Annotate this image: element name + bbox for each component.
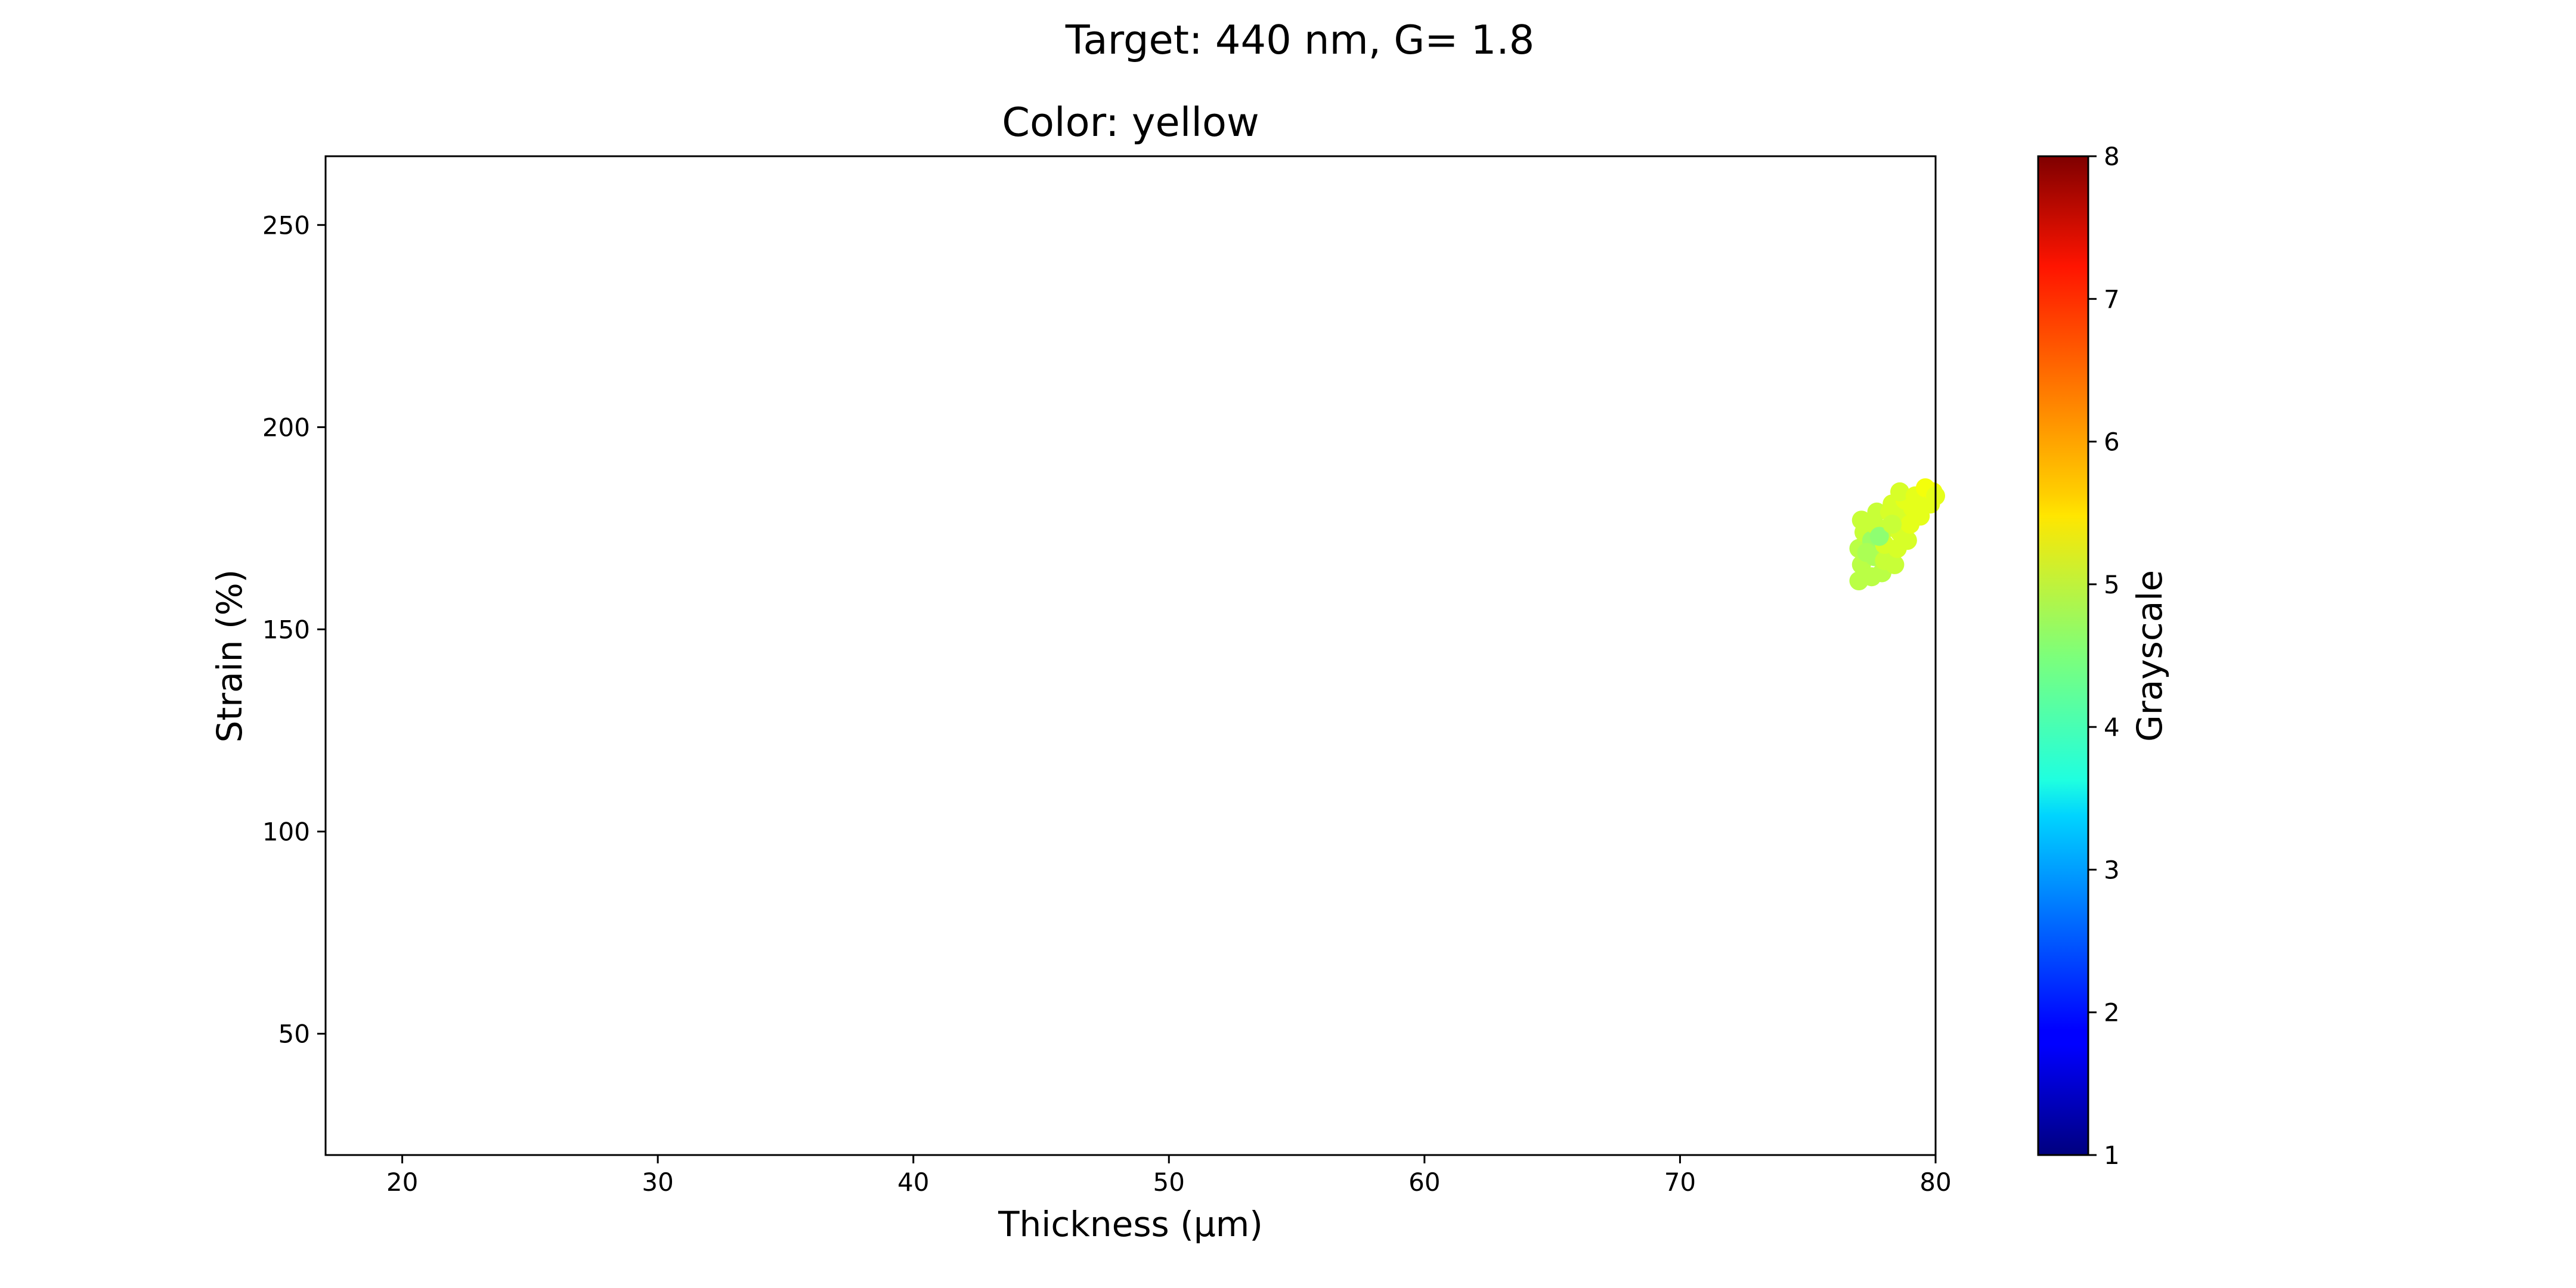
y-axis-label: Strain (%) — [209, 569, 250, 743]
x-tick-label: 70 — [1664, 1168, 1696, 1197]
colorbar-tick-label: 5 — [2104, 570, 2120, 599]
x-tick-label: 60 — [1408, 1168, 1440, 1197]
x-tick-label: 40 — [897, 1168, 929, 1197]
figure-suptitle: Target: 440 nm, G= 1.8 — [1065, 17, 1535, 63]
scatter-point — [1890, 482, 1909, 501]
y-tick-label: 50 — [278, 1020, 310, 1049]
colorbar-tick-label: 7 — [2104, 284, 2120, 314]
x-tick-label: 50 — [1153, 1168, 1185, 1197]
plot-frame — [324, 155, 1937, 1156]
axes-title: Color: yellow — [1002, 99, 1259, 145]
y-tick-label: 250 — [262, 210, 310, 240]
scatter-point — [1885, 555, 1905, 574]
scatter-point — [1897, 531, 1917, 550]
colorbar-ticks: 1 2 3 4 5 6 7 8 — [2088, 142, 2120, 1170]
plot-area — [326, 156, 1936, 1155]
x-tick-label: 20 — [386, 1168, 418, 1197]
x-axis-label: Thickness (μm) — [998, 1204, 1263, 1244]
colorbar-tick-label: 2 — [2104, 998, 2120, 1027]
colorbar-tick-label: 1 — [2104, 1141, 2120, 1170]
y-tick-label: 150 — [262, 615, 310, 644]
y-axis-ticks: 50 100 150 200 250 — [262, 210, 326, 1049]
x-tick-label: 30 — [642, 1168, 673, 1197]
colorbar-tick-label: 6 — [2104, 428, 2120, 457]
y-tick-label: 100 — [262, 817, 310, 846]
y-tick-label: 200 — [262, 413, 310, 442]
colorbar — [2037, 155, 2089, 1156]
colorbar-label: Grayscale — [2129, 570, 2170, 742]
colorbar-tick-label: 4 — [2104, 713, 2120, 742]
x-axis-ticks: 20 30 40 50 60 70 80 — [386, 1155, 1952, 1197]
scatter-point — [1883, 515, 1902, 534]
scatter-point — [1869, 527, 1889, 546]
colorbar-tick-label: 8 — [2104, 142, 2120, 171]
scatter-point — [1857, 543, 1877, 562]
colorbar-tick-label: 3 — [2104, 855, 2120, 884]
scatter-points — [1849, 478, 1945, 591]
x-tick-label: 80 — [1919, 1168, 1951, 1197]
